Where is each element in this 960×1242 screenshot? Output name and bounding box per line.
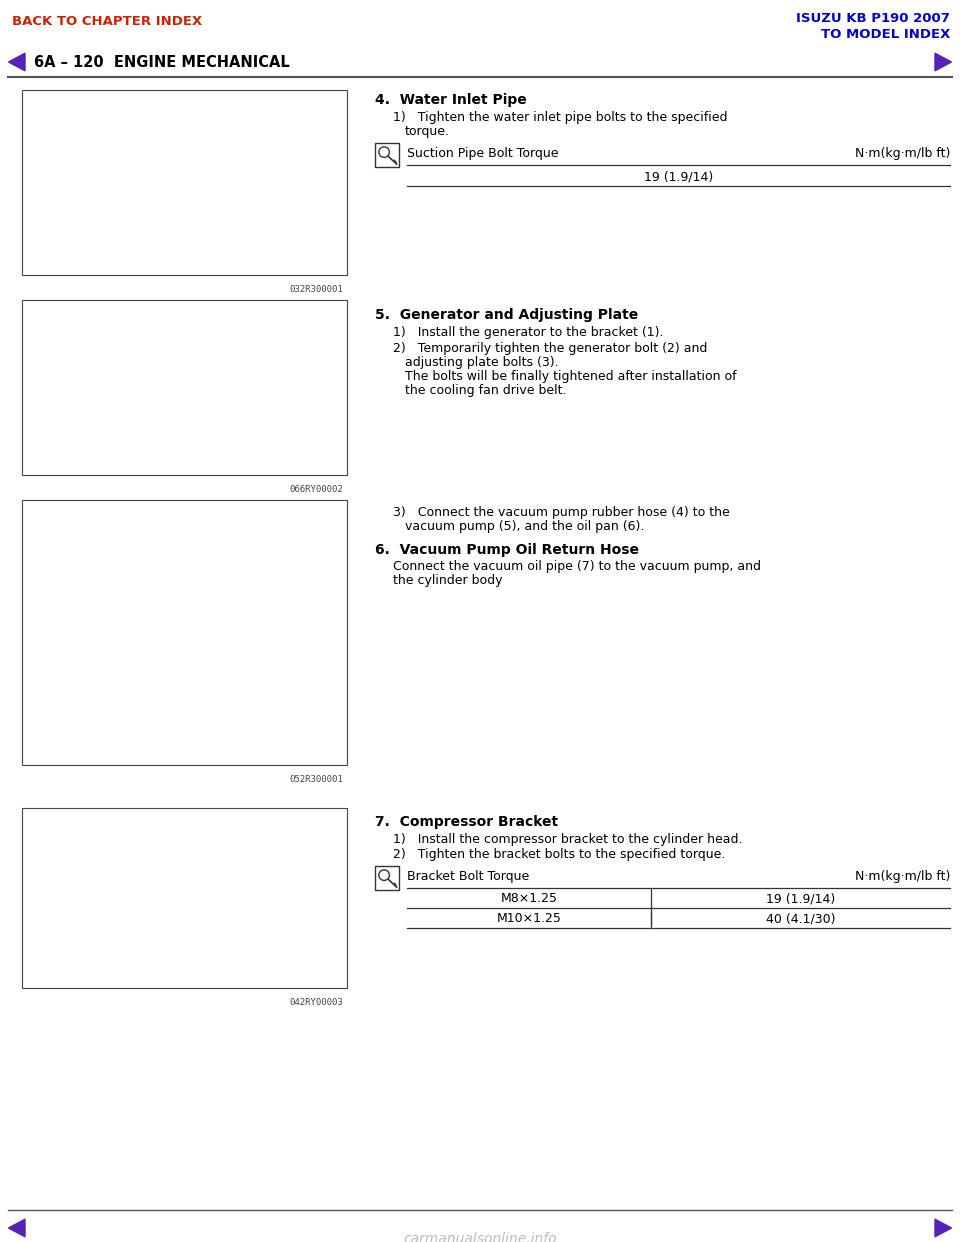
Text: 2)   Temporarily tighten the generator bolt (2) and: 2) Temporarily tighten the generator bol… [393,342,708,355]
Text: ISUZU KB P190 2007: ISUZU KB P190 2007 [796,12,950,25]
Text: 6.  Vacuum Pump Oil Return Hose: 6. Vacuum Pump Oil Return Hose [375,543,639,556]
Text: 3)   Connect the vacuum pump rubber hose (4) to the: 3) Connect the vacuum pump rubber hose (… [393,505,730,519]
Text: 2)   Tighten the bracket bolts to the specified torque.: 2) Tighten the bracket bolts to the spec… [393,848,726,861]
Text: N·m(kg·m/lb ft): N·m(kg·m/lb ft) [854,147,950,160]
Text: M10×1.25: M10×1.25 [496,912,562,925]
Text: adjusting plate bolts (3).: adjusting plate bolts (3). [405,356,559,369]
Text: 042RY00003: 042RY00003 [289,999,343,1007]
Text: M8×1.25: M8×1.25 [501,892,558,905]
Polygon shape [935,1220,951,1237]
Text: 1)   Install the compressor bracket to the cylinder head.: 1) Install the compressor bracket to the… [393,833,742,846]
Bar [22,501,347,765]
Text: 1)   Tighten the water inlet pipe bolts to the specified: 1) Tighten the water inlet pipe bolts to… [393,111,728,124]
Text: Bracket Bolt Torque: Bracket Bolt Torque [407,869,529,883]
Text: vacuum pump (5), and the oil pan (6).: vacuum pump (5), and the oil pan (6). [405,520,644,533]
Text: the cooling fan drive belt.: the cooling fan drive belt. [405,384,566,397]
Text: TO MODEL INDEX: TO MODEL INDEX [821,29,950,41]
Text: 4.  Water Inlet Pipe: 4. Water Inlet Pipe [375,93,527,107]
Text: Connect the vacuum oil pipe (7) to the vacuum pump, and: Connect the vacuum oil pipe (7) to the v… [393,560,761,573]
Text: 19 (1.9/14): 19 (1.9/14) [766,892,835,905]
Text: 7.  Compressor Bracket: 7. Compressor Bracket [375,815,558,828]
Bar [375,866,399,891]
Bar [22,809,347,987]
Text: 052R300001: 052R300001 [289,775,343,784]
Polygon shape [9,1220,25,1237]
Text: 032R300001: 032R300001 [289,284,343,294]
Bar [22,301,347,474]
Bar [22,89,347,274]
Text: torque.: torque. [405,125,450,138]
Text: 1)   Install the generator to the bracket (1).: 1) Install the generator to the bracket … [393,325,663,339]
Text: the cylinder body: the cylinder body [393,574,502,587]
Text: BACK TO CHAPTER INDEX: BACK TO CHAPTER INDEX [12,15,203,29]
Bar [375,143,399,166]
Text: 6A – 120  ENGINE MECHANICAL: 6A – 120 ENGINE MECHANICAL [34,55,290,70]
Text: 19 (1.9/14): 19 (1.9/14) [644,170,713,183]
Polygon shape [935,53,951,71]
Text: carmanualsonline.info: carmanualsonline.info [403,1232,557,1242]
Text: The bolts will be finally tightened after installation of: The bolts will be finally tightened afte… [405,370,736,383]
Text: 066RY00002: 066RY00002 [289,484,343,494]
Text: 5.  Generator and Adjusting Plate: 5. Generator and Adjusting Plate [375,308,638,322]
Text: 40 (4.1/30): 40 (4.1/30) [766,912,835,925]
Polygon shape [9,53,25,71]
Text: Suction Pipe Bolt Torque: Suction Pipe Bolt Torque [407,147,559,160]
Text: N·m(kg·m/lb ft): N·m(kg·m/lb ft) [854,869,950,883]
